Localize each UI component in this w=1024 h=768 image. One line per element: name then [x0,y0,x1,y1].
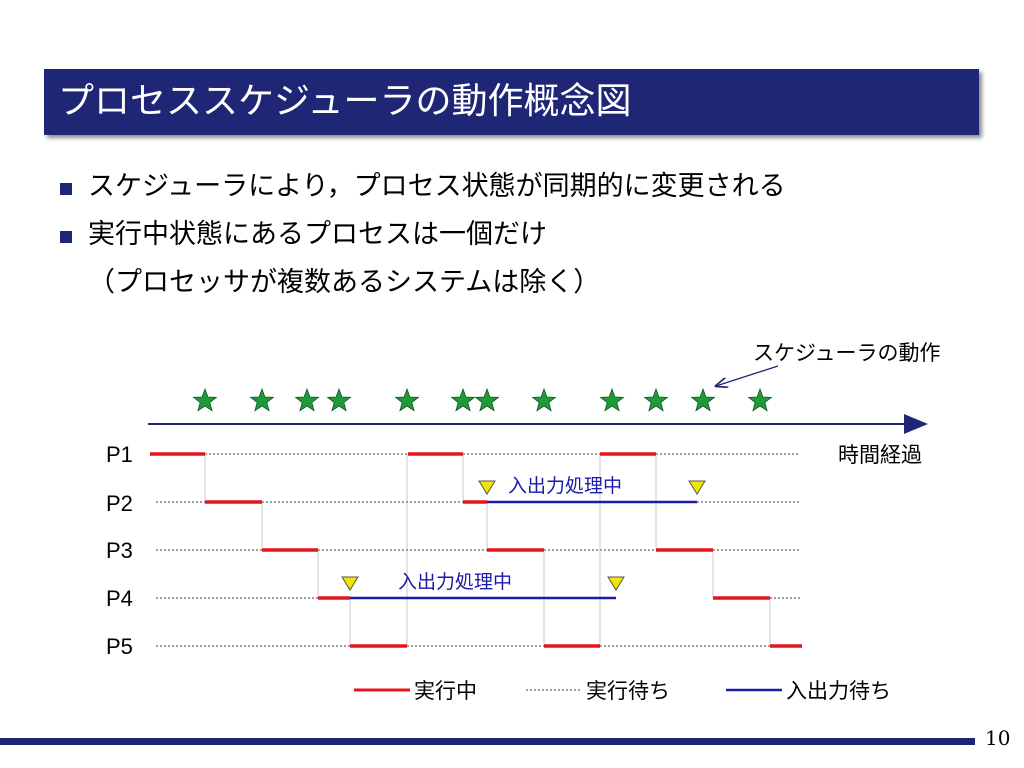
bullet-text: 実行中状態にあるプロセスは一個だけ [88,219,547,250]
scheduler-action-label: スケジューラの動作 [753,341,941,365]
scheduler-star-icon [690,387,716,412]
slide-title: プロセススケジューラの動作概念図 [58,81,632,122]
process-label-p3: P3 [106,538,133,563]
scheduler-star-icon [531,387,557,412]
page-number: 10 [985,726,1011,750]
scheduler-star-icon [192,387,218,412]
legend-io-label: 入出力待ち [786,679,891,703]
io-label-p2: 入出力処理中 [508,475,622,497]
io-end-marker [688,480,706,495]
process-label-p2: P2 [106,491,133,516]
scheduler-star-icon [643,387,669,412]
scheduler-star-icon [747,387,773,412]
time-axis-label: 時間経過 [838,443,922,467]
bullet-text: スケジューラにより，プロセス状態が同期的に変更される [88,171,786,202]
legend-running-label: 実行中 [414,679,477,703]
bullet-square-icon [60,183,72,195]
scheduler-star-icon [450,387,476,412]
process-label-p4: P4 [106,586,133,611]
footer-line [0,738,975,745]
bullet-square-icon [60,231,72,243]
io-start-marker [478,480,496,495]
bullet-subtext: （プロセッサが複数あるシステムは除く） [88,267,601,298]
io-end-marker [607,576,625,591]
io-label-p4: 入出力処理中 [398,571,512,593]
scheduler-pointer-arrow [716,365,779,386]
scheduler-star-icon [394,387,420,412]
io-start-marker [341,576,359,591]
process-label-p5: P5 [106,634,133,659]
scheduler-star-icon [249,387,275,412]
scheduler-star-icon [474,387,500,412]
legend-waiting-label: 実行待ち [586,679,670,703]
scheduler-star-icon [326,387,352,412]
title-bar: プロセススケジューラの動作概念図 [44,69,979,135]
scheduler-star-icon [294,387,320,412]
process-label-p1: P1 [106,442,133,467]
scheduler-star-icon [599,387,625,412]
